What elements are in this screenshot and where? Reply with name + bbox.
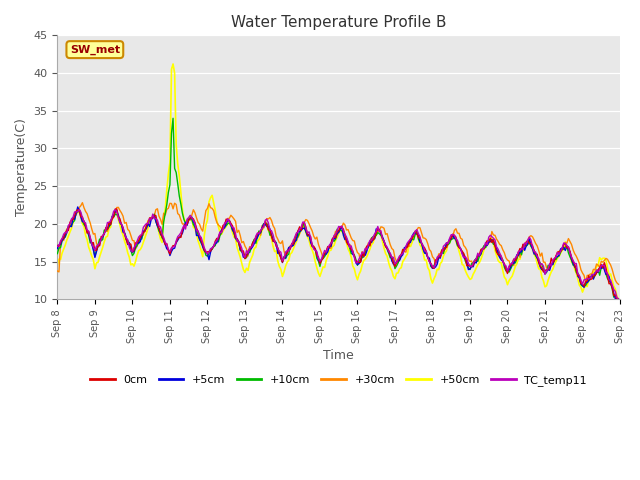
Text: SW_met: SW_met [70,45,120,55]
X-axis label: Time: Time [323,348,354,361]
Legend: 0cm, +5cm, +10cm, +30cm, +50cm, TC_temp11: 0cm, +5cm, +10cm, +30cm, +50cm, TC_temp1… [86,371,591,391]
Y-axis label: Temperature(C): Temperature(C) [15,119,28,216]
Title: Water Temperature Profile B: Water Temperature Profile B [231,15,447,30]
